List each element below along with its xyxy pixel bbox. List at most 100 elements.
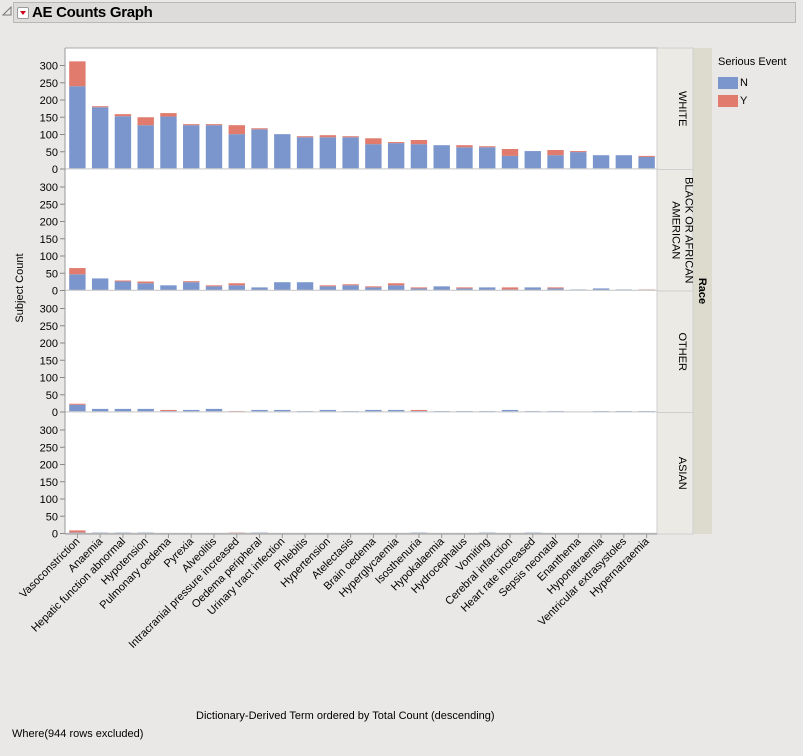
bar-segment-n[interactable] <box>114 281 132 291</box>
bar-segment-n[interactable] <box>251 409 268 412</box>
bar-segment-n[interactable] <box>296 282 314 291</box>
bar-segment-n[interactable] <box>137 283 154 291</box>
bar-segment-n[interactable] <box>501 155 519 169</box>
bar-segment-y[interactable] <box>160 113 177 117</box>
bar-segment-n[interactable] <box>342 285 359 291</box>
bar-segment-y[interactable] <box>137 117 154 126</box>
bar-segment-n[interactable] <box>205 408 223 412</box>
bar-segment-n[interactable] <box>137 408 154 412</box>
bar-segment-y[interactable] <box>547 287 564 289</box>
bar-segment-y[interactable] <box>342 284 359 286</box>
bar-segment-y[interactable] <box>69 530 86 533</box>
bar-segment-n[interactable] <box>69 404 86 412</box>
bar-segment-y[interactable] <box>160 409 177 411</box>
bar-segment-n[interactable] <box>365 409 382 412</box>
bar-segment-n[interactable] <box>342 137 359 169</box>
bar-segment-y[interactable] <box>91 106 109 108</box>
bar-segment-y[interactable] <box>547 150 564 156</box>
bar-segment-n[interactable] <box>91 107 109 169</box>
outline-collapse-icon[interactable] <box>2 6 12 16</box>
bar-segment-y[interactable] <box>365 138 382 145</box>
bar-segment-y[interactable] <box>296 136 314 138</box>
bar-segment-n[interactable] <box>91 408 109 412</box>
bar-segment-y[interactable] <box>570 151 587 153</box>
bar-segment-y[interactable] <box>501 148 519 156</box>
bar-segment-n[interactable] <box>296 137 314 169</box>
bar-segment-n[interactable] <box>501 409 519 412</box>
bar-segment-n[interactable] <box>160 116 177 169</box>
bar-segment-y[interactable] <box>205 124 223 126</box>
bar-segment-y[interactable] <box>69 61 86 87</box>
bar-segment-n[interactable] <box>387 143 405 169</box>
bar-segment-n[interactable] <box>547 288 564 291</box>
bar-segment-n[interactable] <box>274 282 291 291</box>
bar-segment-y[interactable] <box>69 403 86 405</box>
bar-segment-n[interactable] <box>114 116 132 169</box>
bar-segment-y[interactable] <box>342 136 359 138</box>
bar-segment-y[interactable] <box>114 114 132 117</box>
bar-segment-n[interactable] <box>524 287 541 291</box>
bar-segment-n[interactable] <box>183 282 200 291</box>
bar-segment-n[interactable] <box>183 125 200 169</box>
legend-item-n[interactable]: N <box>718 77 748 89</box>
x-tick-label[interactable]: Hepatic function abnormal <box>29 536 128 635</box>
bar-segment-y[interactable] <box>228 125 245 135</box>
bar-segment-y[interactable] <box>501 287 519 290</box>
bar-segment-n[interactable] <box>387 409 405 412</box>
bar-segment-n[interactable] <box>91 278 109 291</box>
bar-segment-n[interactable] <box>69 86 86 169</box>
bar-segment-y[interactable] <box>319 285 337 287</box>
bar-segment-n[interactable] <box>205 286 223 291</box>
bar-segment-y[interactable] <box>410 287 428 289</box>
bar-segment-y[interactable] <box>251 128 268 130</box>
bar-segment-n[interactable] <box>319 286 337 291</box>
bar-segment-n[interactable] <box>479 147 496 169</box>
bar-segment-n[interactable] <box>183 409 200 412</box>
bar-segment-n[interactable] <box>592 155 610 169</box>
bar-segment-n[interactable] <box>410 288 428 291</box>
bar-segment-n[interactable] <box>433 286 450 291</box>
bar-segment-y[interactable] <box>365 286 382 288</box>
bar-segment-n[interactable] <box>638 156 655 169</box>
bar-segment-n[interactable] <box>114 408 132 412</box>
bar-segment-n[interactable] <box>456 147 473 169</box>
bar-segment-n[interactable] <box>319 409 337 412</box>
x-axis-title[interactable]: Dictionary-Derived Term ordered by Total… <box>196 710 495 722</box>
bar-segment-n[interactable] <box>524 151 541 169</box>
bar-segment-y[interactable] <box>387 283 405 286</box>
bar-segment-n[interactable] <box>387 285 405 291</box>
bar-segment-y[interactable] <box>228 283 245 286</box>
bar-segment-n[interactable] <box>615 155 633 169</box>
bar-segment-y[interactable] <box>387 142 405 144</box>
bar-segment-y[interactable] <box>479 146 496 148</box>
bar-segment-n[interactable] <box>319 137 337 169</box>
legend-item-y[interactable]: Y <box>718 95 747 107</box>
bar-segment-y[interactable] <box>456 287 473 289</box>
bar-segment-n[interactable] <box>365 144 382 169</box>
bar-segment-n[interactable] <box>410 144 428 169</box>
bar-segment-y[interactable] <box>114 280 132 282</box>
bar-segment-n[interactable] <box>205 125 223 169</box>
bar-segment-n[interactable] <box>274 409 291 412</box>
bar-segment-y[interactable] <box>183 124 200 126</box>
bar-segment-n[interactable] <box>365 287 382 291</box>
bar-segment-y[interactable] <box>456 145 473 148</box>
bar-segment-n[interactable] <box>228 134 245 169</box>
bar-segment-n[interactable] <box>160 285 177 291</box>
bar-segment-y[interactable] <box>137 281 154 284</box>
bar-segment-n[interactable] <box>137 125 154 169</box>
bar-segment-n[interactable] <box>456 288 473 291</box>
bar-segment-n[interactable] <box>592 288 610 291</box>
bar-segment-y[interactable] <box>183 281 200 283</box>
bar-segment-n[interactable] <box>433 145 450 169</box>
bar-segment-n[interactable] <box>251 287 268 291</box>
bar-segment-n[interactable] <box>274 134 291 169</box>
bar-segment-n[interactable] <box>228 285 245 291</box>
bar-segment-n[interactable] <box>251 129 268 169</box>
bar-segment-y[interactable] <box>205 285 223 287</box>
bar-segment-n[interactable] <box>547 155 564 169</box>
bar-segment-y[interactable] <box>410 409 428 411</box>
bar-segment-n[interactable] <box>570 152 587 169</box>
bar-segment-y[interactable] <box>410 140 428 145</box>
bar-segment-n[interactable] <box>479 287 496 291</box>
